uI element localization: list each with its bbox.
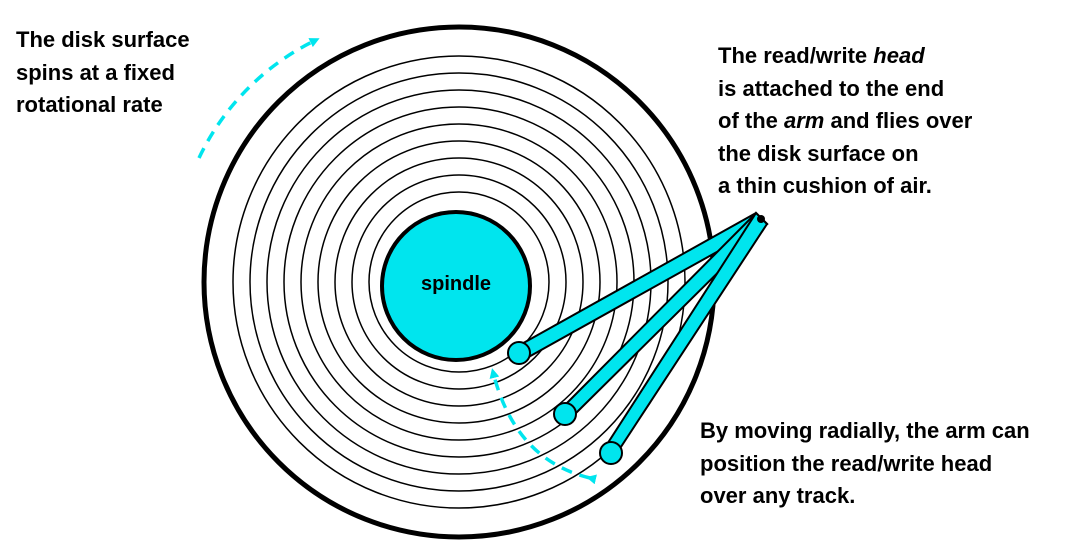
caption-line: The disk surface: [16, 27, 190, 52]
head-caption: The read/write head is attached to the e…: [718, 40, 972, 203]
read-write-head: [507, 341, 531, 365]
caption-line: The read/write head: [718, 40, 972, 73]
track: [351, 174, 567, 390]
track: [300, 123, 618, 441]
rotation-arrow: [197, 38, 320, 159]
caption-line: a thin cushion of air.: [718, 173, 932, 198]
caption-line: By moving radially, the arm can: [700, 418, 1030, 443]
arm-pivot: [757, 215, 765, 223]
track: [232, 55, 686, 509]
disk-tracks: [232, 55, 686, 509]
move-caption: By moving radially, the arm can position…: [700, 415, 1030, 513]
track: [368, 191, 550, 373]
read-write-head: [599, 441, 623, 465]
caption-line: is attached to the end: [718, 75, 945, 101]
caption-text: of the: [718, 108, 784, 133]
caption-line: of the arm and flies over: [718, 105, 972, 138]
caption-line: position the read/write head: [700, 450, 993, 476]
caption-text: and flies over: [824, 108, 973, 133]
caption-emphasis: arm: [784, 108, 825, 133]
spin-caption: The disk surface spins at a fixed rotati…: [16, 24, 190, 122]
track: [249, 72, 669, 492]
caption-line: spins at a fixed: [16, 59, 175, 85]
spindle: [380, 210, 532, 362]
caption-text: The read/write: [718, 43, 874, 68]
caption-emphasis: head: [873, 43, 925, 68]
track: [317, 140, 601, 424]
track: [334, 157, 584, 407]
arm-positions: [507, 211, 769, 465]
caption-line: rotational rate: [16, 92, 163, 117]
spindle-label: spindle: [421, 273, 491, 295]
caption-line: over any track.: [700, 483, 856, 508]
caption-line: the disk surface on: [718, 140, 919, 166]
read-write-head: [553, 402, 577, 426]
